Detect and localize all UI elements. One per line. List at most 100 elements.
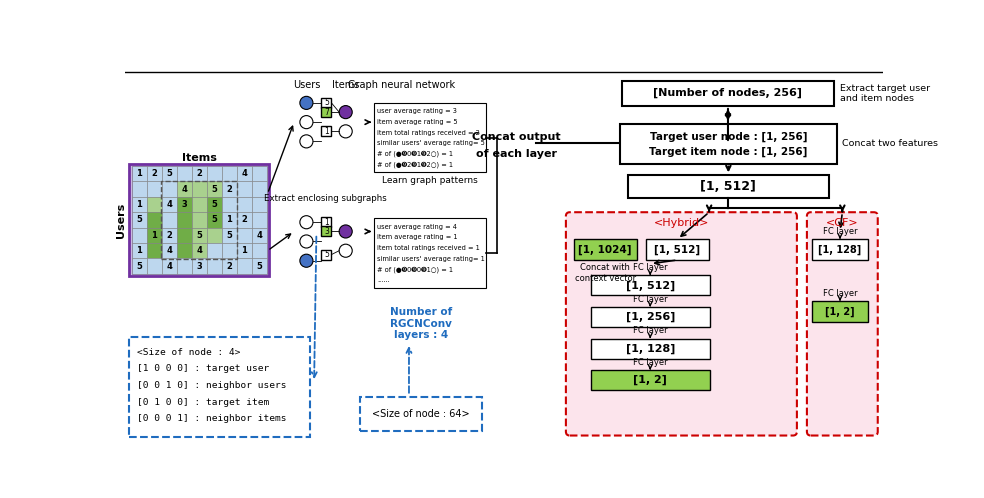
Text: 2: 2	[152, 169, 157, 178]
Text: [1, 2]: [1, 2]	[826, 306, 855, 317]
Text: item average rating = 1: item average rating = 1	[377, 235, 458, 241]
Bar	[161, 243, 177, 258]
Bar	[221, 258, 237, 274]
Text: 7: 7	[324, 108, 329, 117]
Bar	[322, 249, 332, 259]
Text: <Size of node : 64>: <Size of node : 64>	[372, 409, 470, 419]
Bar	[237, 212, 252, 228]
Bar	[221, 212, 237, 228]
Text: [1, 1024]: [1, 1024]	[579, 245, 632, 254]
Bar	[221, 181, 237, 197]
Bar	[252, 228, 267, 243]
Text: 2: 2	[226, 185, 232, 194]
Text: 4: 4	[166, 261, 172, 270]
Text: 1: 1	[324, 127, 329, 136]
Text: Target item node : [1, 256]: Target item node : [1, 256]	[649, 146, 808, 157]
Bar	[207, 212, 221, 228]
Bar	[237, 197, 252, 212]
Bar	[237, 228, 252, 243]
Circle shape	[300, 235, 313, 248]
Text: [1, 2]: [1, 2]	[634, 375, 667, 385]
Bar	[252, 243, 267, 258]
Text: 1: 1	[226, 216, 232, 225]
Circle shape	[300, 96, 313, 110]
Bar	[132, 243, 147, 258]
Text: FC layer: FC layer	[823, 289, 857, 298]
Bar	[221, 166, 237, 181]
Bar	[147, 258, 161, 274]
Text: 3: 3	[324, 227, 329, 236]
Bar	[590, 339, 709, 359]
Bar	[322, 217, 332, 227]
Text: item total ratings received = 1: item total ratings received = 1	[377, 245, 480, 251]
Bar	[192, 181, 207, 197]
Bar	[207, 166, 221, 181]
Bar	[237, 258, 252, 274]
Text: 1: 1	[152, 231, 157, 240]
Bar	[207, 228, 221, 243]
Text: <Size of node : 4>: <Size of node : 4>	[137, 348, 240, 357]
Bar	[132, 181, 147, 197]
Text: # of (●➒2➒1➒2○) = 1: # of (●➒2➒1➒2○) = 1	[377, 161, 454, 168]
Text: Target user node : [1, 256]: Target user node : [1, 256]	[649, 131, 807, 141]
Bar	[132, 228, 147, 243]
Bar	[192, 197, 207, 212]
Text: FC layer: FC layer	[633, 326, 667, 335]
Bar	[252, 258, 267, 274]
Text: [0 0 0 1] : neighbor items: [0 0 0 1] : neighbor items	[137, 414, 286, 423]
Circle shape	[300, 135, 313, 148]
Text: Graph neural network: Graph neural network	[347, 80, 455, 90]
Bar	[237, 166, 252, 181]
Text: Learn graph patterns: Learn graph patterns	[382, 176, 478, 185]
Bar	[147, 197, 161, 212]
Bar	[813, 301, 868, 322]
Text: Concat two features: Concat two features	[841, 139, 938, 148]
Bar	[147, 166, 161, 181]
Text: 4: 4	[196, 246, 202, 255]
Bar	[221, 243, 237, 258]
Text: 5: 5	[212, 185, 217, 194]
Bar	[322, 98, 332, 108]
Bar	[322, 227, 332, 237]
Bar	[161, 181, 177, 197]
Bar	[161, 228, 177, 243]
Text: 5: 5	[136, 261, 142, 270]
Text: [1, 256]: [1, 256]	[626, 312, 675, 322]
Bar	[147, 228, 161, 243]
Circle shape	[339, 244, 352, 257]
Text: Number of
RGCNConv
layers : 4: Number of RGCNConv layers : 4	[390, 307, 453, 341]
Text: [Number of nodes, 256]: [Number of nodes, 256]	[653, 88, 803, 99]
Circle shape	[300, 116, 313, 128]
Text: Concat with
context vector: Concat with context vector	[575, 263, 636, 283]
Text: similar users' average rating= 1: similar users' average rating= 1	[377, 256, 485, 262]
Text: FC layer: FC layer	[633, 358, 667, 367]
Text: [0 0 1 0] : neighbor users: [0 0 1 0] : neighbor users	[137, 381, 286, 390]
Text: 5: 5	[196, 231, 202, 240]
Text: Extract target user
and item nodes: Extract target user and item nodes	[840, 84, 930, 103]
Bar	[177, 212, 192, 228]
Bar	[207, 197, 221, 212]
FancyBboxPatch shape	[807, 212, 878, 436]
Bar	[252, 166, 267, 181]
Text: 5: 5	[212, 200, 217, 209]
Bar	[221, 197, 237, 212]
Text: 2: 2	[166, 231, 172, 240]
Text: 1: 1	[241, 246, 247, 255]
Text: of each layer: of each layer	[476, 149, 557, 159]
Text: user average rating = 4: user average rating = 4	[377, 224, 458, 230]
Bar	[129, 337, 310, 437]
Bar	[147, 243, 161, 258]
Bar	[177, 166, 192, 181]
Text: <CF>: <CF>	[826, 218, 859, 228]
Bar	[192, 166, 207, 181]
Bar	[129, 164, 269, 276]
Bar	[620, 124, 837, 164]
Bar	[322, 107, 332, 117]
Text: 5: 5	[324, 99, 329, 108]
Text: 3: 3	[181, 200, 187, 209]
Text: 1: 1	[136, 200, 142, 209]
Bar	[161, 258, 177, 274]
Bar	[207, 181, 221, 197]
Bar	[177, 228, 192, 243]
Text: <Hybrid>: <Hybrid>	[653, 218, 709, 228]
